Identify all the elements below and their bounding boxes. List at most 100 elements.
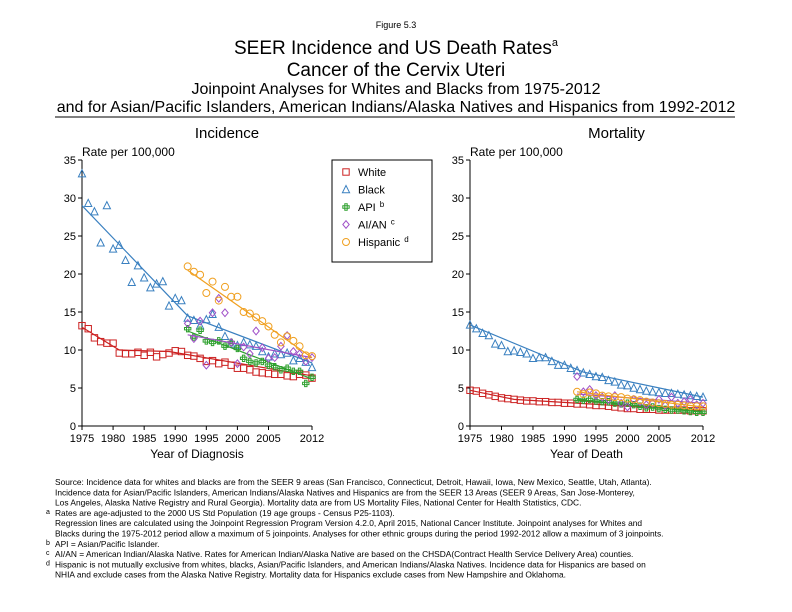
marker-square (497, 394, 506, 402)
marker-triangle (604, 375, 613, 385)
footnote-mark: b (46, 540, 50, 547)
legend-name: AI/AN (358, 220, 387, 232)
legend-label: Hispanic d (358, 235, 409, 249)
x-tick-label: 2000 (225, 433, 249, 445)
footnote: Incidence data for Asian/Pacific Islande… (55, 487, 635, 497)
marker-triangle (121, 255, 130, 265)
marker-diamond (270, 353, 279, 363)
marker-square (152, 353, 161, 361)
marker-diamond (342, 219, 350, 230)
marker-triangle (145, 282, 155, 292)
marker-plus (699, 408, 707, 417)
marker-diamond (648, 398, 657, 408)
marker-square (522, 397, 531, 405)
fit-line (81, 205, 313, 364)
marker-triangle (497, 340, 506, 350)
marker-square (264, 369, 273, 378)
marker-plus (221, 342, 229, 350)
marker-circle (264, 322, 273, 331)
marker-triangle (673, 388, 683, 398)
marker-circle (233, 292, 242, 301)
marker-triangle (164, 300, 174, 310)
marker-diamond (617, 398, 625, 408)
marker-triangle (307, 362, 317, 372)
marker-diamond (604, 394, 613, 404)
marker-square (271, 370, 279, 379)
chart-title: Mortality (588, 125, 645, 142)
marker-square (246, 366, 254, 374)
footnote: Hispanic is not mutually exclusive from … (55, 559, 646, 569)
marker-circle (270, 330, 279, 339)
marker-triangle (465, 319, 475, 329)
marker-circle (308, 352, 316, 361)
marker-diamond (190, 334, 198, 344)
marker-triangle (660, 388, 670, 398)
footnote: AI/AN = American Indian/Alaska Native. R… (55, 549, 633, 559)
marker-diamond (301, 356, 310, 366)
marker-diamond (661, 400, 670, 411)
fit-line (469, 324, 704, 398)
marker-triangle (547, 356, 557, 366)
legend-name: Hispanic (358, 237, 401, 249)
marker-square (221, 358, 229, 366)
marker-circle (342, 238, 350, 246)
marker-triangle (553, 360, 563, 369)
legend-name: API (358, 202, 376, 214)
marker-circle (202, 289, 211, 297)
marker-triangle (484, 330, 494, 340)
marker-triangle (288, 355, 298, 365)
marker-triangle (96, 237, 106, 247)
legend-name: Black (358, 185, 385, 197)
marker-square (560, 399, 569, 407)
chart-title: Incidence (195, 125, 259, 142)
marker-circle (667, 400, 676, 409)
x-tick-label: 1985 (132, 433, 156, 445)
marker-triangle (139, 272, 149, 282)
y-tick-label: 25 (452, 231, 464, 243)
marker-circle (648, 398, 657, 407)
marker-circle (642, 397, 651, 406)
marker-triangle (133, 260, 143, 270)
y-tick-label: 15 (64, 307, 76, 319)
x-tick-label: 2012 (691, 433, 715, 445)
marker-circle (258, 317, 267, 326)
marker-circle (252, 313, 261, 322)
marker-triangle (102, 200, 112, 210)
x-tick-label: 1980 (101, 433, 125, 445)
x-tick-label: 1995 (584, 433, 608, 445)
marker-plus (579, 396, 588, 404)
marker-triangle (534, 352, 544, 362)
marker-diamond (202, 360, 211, 370)
marker-triangle (189, 315, 199, 325)
marker-diamond (680, 397, 688, 407)
marker-diamond (258, 343, 267, 353)
marker-triangle (257, 346, 267, 356)
marker-triangle (77, 168, 87, 178)
marker-diamond (636, 397, 644, 407)
y-tick-label: 15 (452, 307, 464, 319)
marker-triangle (183, 312, 193, 322)
marker-plus (252, 359, 260, 367)
marker-diamond (264, 353, 273, 363)
marker-diamond (245, 349, 254, 359)
marker-square (604, 402, 613, 410)
marker-square (573, 400, 581, 408)
marker-diamond (655, 394, 663, 404)
y-tick-label: 30 (452, 193, 464, 205)
marker-triangle (251, 341, 261, 350)
y-tick-label: 30 (64, 193, 76, 205)
legend-label: White (358, 167, 386, 179)
marker-diamond (233, 359, 242, 369)
y-tick-label: 0 (458, 421, 464, 433)
fit-line (576, 391, 704, 408)
legend-note: c (391, 218, 395, 227)
footnote: API = Asian/Pacific Islander. (55, 539, 160, 549)
footnote-mark: c (46, 550, 50, 557)
marker-triangle (623, 380, 632, 390)
marker-plus (342, 203, 350, 211)
figure-number: Figure 5.3 (376, 20, 417, 30)
marker-triangle (127, 277, 137, 287)
title-note: a (552, 37, 559, 49)
marker-triangle (478, 328, 488, 337)
marker-diamond (289, 346, 298, 357)
